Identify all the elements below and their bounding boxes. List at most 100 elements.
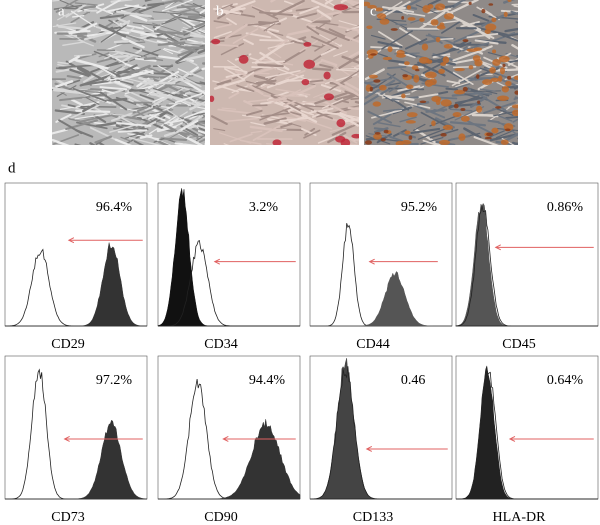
cell	[101, 89, 115, 94]
cell	[217, 108, 252, 115]
marker-label: CD90	[204, 510, 237, 525]
cell	[59, 95, 91, 102]
cell	[260, 111, 293, 118]
cell	[180, 120, 199, 131]
cell	[53, 4, 83, 10]
cell	[267, 98, 290, 109]
cell	[84, 32, 106, 41]
cell	[337, 25, 359, 32]
cell	[162, 48, 174, 55]
stain	[460, 115, 470, 122]
cell	[114, 138, 133, 145]
cell	[279, 117, 311, 122]
cell	[440, 19, 463, 24]
cell	[182, 21, 205, 33]
control-curve	[158, 239, 300, 327]
cell	[109, 123, 139, 133]
cell	[161, 0, 194, 12]
cell	[383, 95, 394, 102]
cell	[189, 100, 205, 111]
cell	[68, 104, 100, 120]
cell	[310, 35, 339, 50]
cell	[173, 111, 188, 121]
cell	[342, 114, 359, 119]
cell	[453, 30, 480, 43]
cell	[445, 87, 459, 91]
panel-label: c	[370, 3, 377, 19]
percent-label: 3.2%	[249, 200, 279, 215]
cell	[514, 84, 518, 87]
percent-label: 0.86%	[547, 200, 584, 215]
gate-arrow	[508, 435, 516, 442]
stain	[431, 120, 436, 127]
cell	[164, 119, 185, 125]
cell	[291, 14, 313, 23]
cell	[177, 89, 192, 96]
cell	[141, 81, 176, 85]
histogram-frame	[309, 182, 453, 327]
stain	[383, 129, 389, 134]
cell	[99, 91, 128, 111]
cell	[133, 140, 145, 145]
cell	[175, 73, 202, 88]
cell	[70, 98, 83, 106]
cell	[213, 30, 232, 39]
cell	[132, 46, 162, 58]
cell	[373, 127, 388, 131]
cell	[124, 4, 147, 9]
gate-arrow	[365, 446, 373, 452]
cell	[365, 135, 391, 145]
cell	[112, 54, 129, 59]
cell	[514, 66, 518, 70]
cell	[507, 59, 518, 64]
cell	[191, 127, 205, 136]
cell	[65, 3, 88, 18]
gate-arrow	[368, 258, 375, 265]
cell	[181, 4, 205, 17]
cell	[237, 71, 255, 84]
cell	[446, 0, 479, 16]
cell	[267, 48, 282, 59]
cell	[514, 96, 518, 100]
cell	[454, 82, 473, 90]
cell	[515, 142, 518, 145]
cell	[147, 2, 165, 7]
cell	[514, 85, 518, 90]
cell	[336, 93, 358, 101]
stain	[376, 13, 387, 19]
cell	[334, 65, 352, 77]
cell	[65, 60, 91, 77]
cell	[319, 63, 334, 69]
stain	[413, 74, 420, 83]
cell	[329, 76, 353, 91]
cell	[120, 64, 151, 78]
cell	[317, 20, 331, 29]
cell	[234, 70, 247, 77]
stained-curve	[5, 419, 148, 500]
cell	[441, 20, 462, 34]
cell	[333, 50, 348, 57]
cell	[476, 6, 500, 21]
stain	[442, 56, 450, 64]
stain	[396, 53, 406, 58]
cell	[254, 43, 285, 64]
cell	[74, 2, 98, 6]
stain	[301, 78, 310, 86]
cell	[116, 10, 153, 18]
stain	[507, 0, 512, 3]
cell	[512, 118, 518, 123]
cell	[286, 98, 315, 111]
cell	[106, 88, 124, 96]
cell	[149, 93, 171, 98]
cell	[85, 97, 100, 105]
cell	[487, 119, 500, 124]
cell	[515, 55, 518, 58]
cell	[176, 4, 203, 9]
cell	[138, 3, 161, 13]
cell	[250, 66, 274, 76]
cell	[65, 0, 79, 7]
stain	[401, 93, 406, 99]
cell	[120, 136, 132, 143]
stain	[476, 74, 480, 80]
cell	[119, 79, 134, 84]
